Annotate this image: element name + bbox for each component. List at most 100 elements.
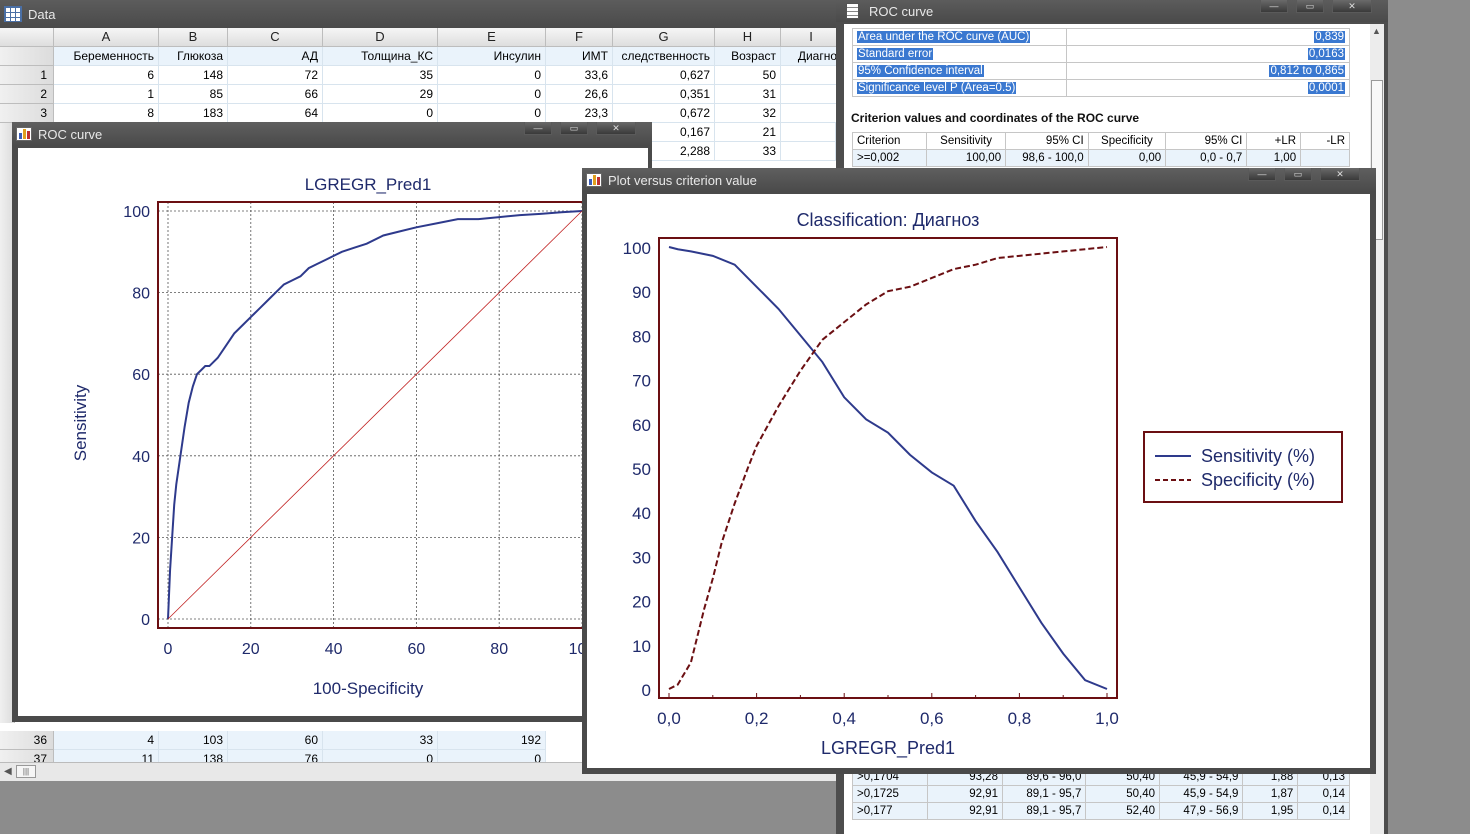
scroll-left-icon[interactable]: ◀	[4, 766, 12, 777]
column-letter-a[interactable]: A	[54, 28, 159, 47]
maximize-button[interactable]: ▭	[560, 122, 588, 135]
table-cell[interactable]: 26,6	[546, 85, 613, 104]
column-header[interactable]: 95% CI	[1005, 132, 1089, 150]
y-tick-label: 40	[132, 449, 150, 466]
table-cell[interactable]: 50	[715, 66, 781, 85]
table-cell[interactable]: 33	[323, 731, 438, 750]
table-cell[interactable]	[781, 123, 836, 142]
table-cell[interactable]: 2,288	[652, 142, 715, 161]
column-name[interactable]: Возраст	[715, 47, 781, 66]
corner-cell[interactable]	[0, 28, 54, 47]
table-cell[interactable]: 21	[715, 123, 781, 142]
criterion-row[interactable]: >=0,002 100,00 98,6 - 100,0 0,00 0,0 - 0,7 1,…	[851, 149, 1350, 167]
table-cell[interactable]: 6	[54, 66, 159, 85]
table-cell[interactable]: 85	[159, 85, 228, 104]
column-letter-g[interactable]: G	[613, 28, 715, 47]
column-letter-f[interactable]: F	[546, 28, 613, 47]
column-letter-i[interactable]: I	[781, 28, 842, 47]
table-cell[interactable]: 33,6	[546, 66, 613, 85]
table-cell[interactable]	[781, 66, 842, 85]
table-cell[interactable]: 72	[228, 66, 323, 85]
scroll-thumb[interactable]: |||	[16, 765, 36, 778]
stat-row[interactable]: Area under the ROC curve (AUC) 0,839	[852, 28, 1350, 46]
roc-curve-titlebar[interactable]: ROC curve — ▭ ✕	[12, 122, 652, 146]
column-name[interactable]: следственность	[613, 47, 715, 66]
scroll-up-icon[interactable]: ▲	[1372, 26, 1381, 36]
column-name[interactable]: АД	[228, 47, 323, 66]
table-cell[interactable]: 35	[323, 66, 438, 85]
stat-label: Significance level P (Area=0.5)	[857, 82, 1017, 94]
close-button[interactable]: ✕	[596, 122, 636, 135]
table-cell[interactable]: 66	[228, 85, 323, 104]
column-name[interactable]: Беременность	[54, 47, 159, 66]
row-header[interactable]: 1	[0, 66, 54, 85]
column-header[interactable]: Specificity	[1087, 132, 1167, 150]
stat-row[interactable]: 95% Confidence interval 0,812 to 0,865	[852, 62, 1350, 80]
stat-label: 95% Confidence interval	[857, 65, 984, 77]
table-cell[interactable]: 31	[715, 85, 781, 104]
column-header[interactable]: Criterion	[851, 132, 928, 150]
column-header[interactable]: Sensitivity	[926, 132, 1007, 150]
plot-criterion-titlebar[interactable]: Plot versus criterion value — ▭ ✕	[582, 168, 1376, 192]
table-cell[interactable]: 0	[438, 104, 546, 123]
data-window-titlebar[interactable]: Data	[0, 0, 842, 28]
maximize-button[interactable]: ▭	[1284, 168, 1312, 181]
row-header[interactable]: 36	[0, 731, 54, 750]
column-letter-d[interactable]: D	[323, 28, 438, 47]
column-name[interactable]: Диагно	[781, 47, 842, 66]
table-cell[interactable]: 4	[54, 731, 159, 750]
table-cell[interactable]: 64	[228, 104, 323, 123]
table-cell[interactable]: 32	[715, 104, 781, 123]
minimize-button[interactable]: —	[524, 122, 552, 135]
maximize-button[interactable]: ▭	[1296, 0, 1324, 13]
table-cell[interactable]: 183	[159, 104, 228, 123]
table-cell[interactable]: 0,627	[613, 66, 715, 85]
table-cell: 1,87	[1242, 785, 1299, 803]
table-cell[interactable]: 0	[323, 104, 438, 123]
criterion-row[interactable]: >0,177 92,91 89,1 - 95,7 52,40 47,9 - 56,9 1,…	[852, 802, 1350, 820]
table-cell[interactable]: 23,3	[546, 104, 613, 123]
table-cell[interactable]	[781, 142, 836, 161]
column-header[interactable]: 95% CI	[1165, 132, 1248, 150]
table-cell[interactable]: 60	[228, 731, 323, 750]
minimize-button[interactable]: —	[1248, 168, 1276, 181]
column-name[interactable]: Толщина_КС	[323, 47, 438, 66]
table-cell[interactable]: 192	[438, 731, 546, 750]
close-button[interactable]: ✕	[1320, 168, 1360, 181]
table-cell[interactable]	[781, 104, 842, 123]
table-cell[interactable]: 1	[54, 85, 159, 104]
stat-row[interactable]: Significance level P (Area=0.5) 0,0001	[852, 79, 1350, 97]
table-cell[interactable]: 0,351	[613, 85, 715, 104]
table-cell[interactable]: 0,167	[652, 123, 715, 142]
column-name[interactable]: ИМТ	[546, 47, 613, 66]
column-name[interactable]: Глюкоза	[159, 47, 228, 66]
table-cell[interactable]: 0,672	[613, 104, 715, 123]
table-cell[interactable]: 103	[159, 731, 228, 750]
column-letter-h[interactable]: H	[715, 28, 781, 47]
criterion-row[interactable]: >0,1725 92,91 89,1 - 95,7 50,40 45,9 - 54,9 1…	[852, 785, 1350, 803]
table-cell[interactable]: 29	[323, 85, 438, 104]
close-button[interactable]: ✕	[1332, 0, 1372, 13]
table-cell[interactable]: 0	[438, 85, 546, 104]
table-cell[interactable]: 0	[438, 66, 546, 85]
column-letter-c[interactable]: C	[228, 28, 323, 47]
x-tick-label: 80	[490, 641, 508, 658]
minimize-button[interactable]: —	[1260, 0, 1288, 13]
column-name[interactable]: Инсулин	[438, 47, 546, 66]
table-cell[interactable]: 8	[54, 104, 159, 123]
table-cell: 50,40	[1085, 785, 1160, 803]
column-letter-b[interactable]: B	[159, 28, 228, 47]
legend-specificity: Specificity (%)	[1201, 470, 1315, 490]
table-cell: 1,95	[1242, 802, 1299, 820]
y-tick-label: 70	[632, 372, 651, 391]
column-header[interactable]: +LR	[1246, 132, 1302, 150]
table-cell[interactable]: 33	[715, 142, 781, 161]
stat-row[interactable]: Standard error 0,0163	[852, 45, 1350, 63]
column-header[interactable]: -LR	[1300, 132, 1350, 150]
row-header[interactable]: 3	[0, 104, 54, 123]
table-cell[interactable]: 148	[159, 66, 228, 85]
table-cell[interactable]	[781, 85, 842, 104]
roc-report-titlebar[interactable]: ROC curve — ▭ ✕	[836, 0, 1388, 22]
row-header[interactable]: 2	[0, 85, 54, 104]
column-letter-e[interactable]: E	[438, 28, 546, 47]
